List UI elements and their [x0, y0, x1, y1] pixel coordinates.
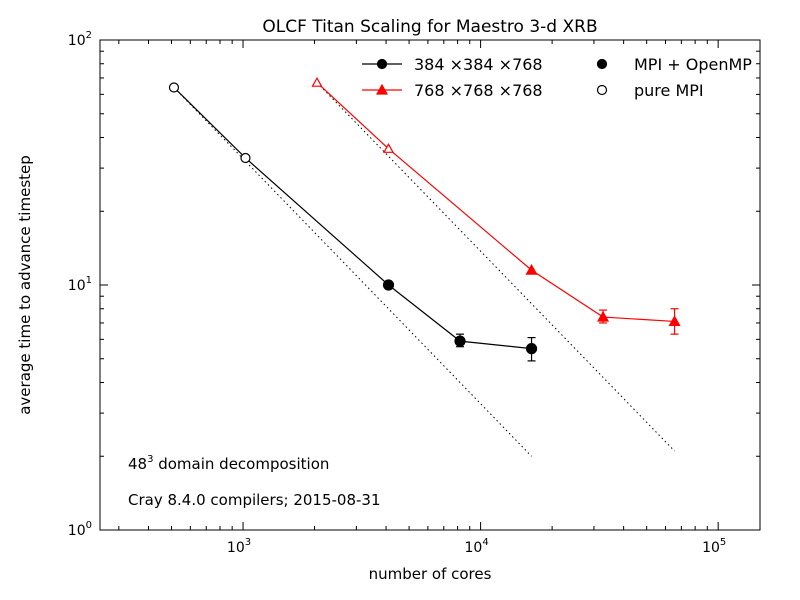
x-tick-label: 103: [227, 537, 251, 556]
legend-marker: [596, 58, 608, 70]
series-line-1: [173, 87, 532, 350]
y-axis-label: average time to advance timestep: [16, 155, 34, 415]
data-point: [525, 263, 538, 275]
x-tick-label: 105: [702, 537, 726, 556]
data-point: [525, 343, 538, 355]
ideal-scaling-line-2: [316, 82, 675, 452]
y-tick-label: 102: [68, 30, 92, 49]
x-tick-label: 104: [464, 537, 488, 556]
legend-label: MPI + OpenMP: [634, 55, 752, 74]
ideal-scaling-line-1: [173, 87, 532, 457]
data-point: [382, 279, 395, 291]
series-line-2: [316, 82, 675, 323]
legend-marker: [375, 83, 389, 95]
data-point: [454, 335, 466, 347]
data-point: [668, 315, 681, 327]
data-point: [240, 152, 251, 164]
x-axis-label: number of cores: [369, 565, 492, 583]
data-point: [168, 82, 180, 93]
y-tick-label: 101: [68, 275, 92, 294]
annotation-decomposition: 483 domain decomposition: [128, 454, 329, 473]
data-point: [382, 142, 395, 153]
series-1: [168, 82, 538, 457]
y-tick-label: 100: [68, 520, 92, 539]
legend: 384 ×384 ×768 768 ×768 ×768 MPI + OpenMP pu…: [362, 55, 752, 100]
data-point: [597, 310, 610, 322]
axis-ticks: 103 104 105 100 101 102: [68, 30, 760, 556]
data-point: [311, 76, 323, 87]
legend-label: 768 ×768 ×768: [414, 81, 543, 100]
chart-title: OLCF Titan Scaling for Maestro 3-d XRB: [262, 17, 597, 37]
legend-label: pure MPI: [634, 81, 704, 100]
legend-marker: [376, 58, 388, 70]
series-2: [311, 76, 681, 452]
annotations: 483 domain decomposition Cray 8.4.0 compi…: [128, 454, 381, 509]
legend-marker: [596, 84, 608, 96]
plot-area: [168, 76, 681, 457]
annotation-compilers: Cray 8.4.0 compilers; 2015-08-31: [128, 491, 381, 509]
legend-label: 384 ×384 ×768: [414, 55, 543, 74]
